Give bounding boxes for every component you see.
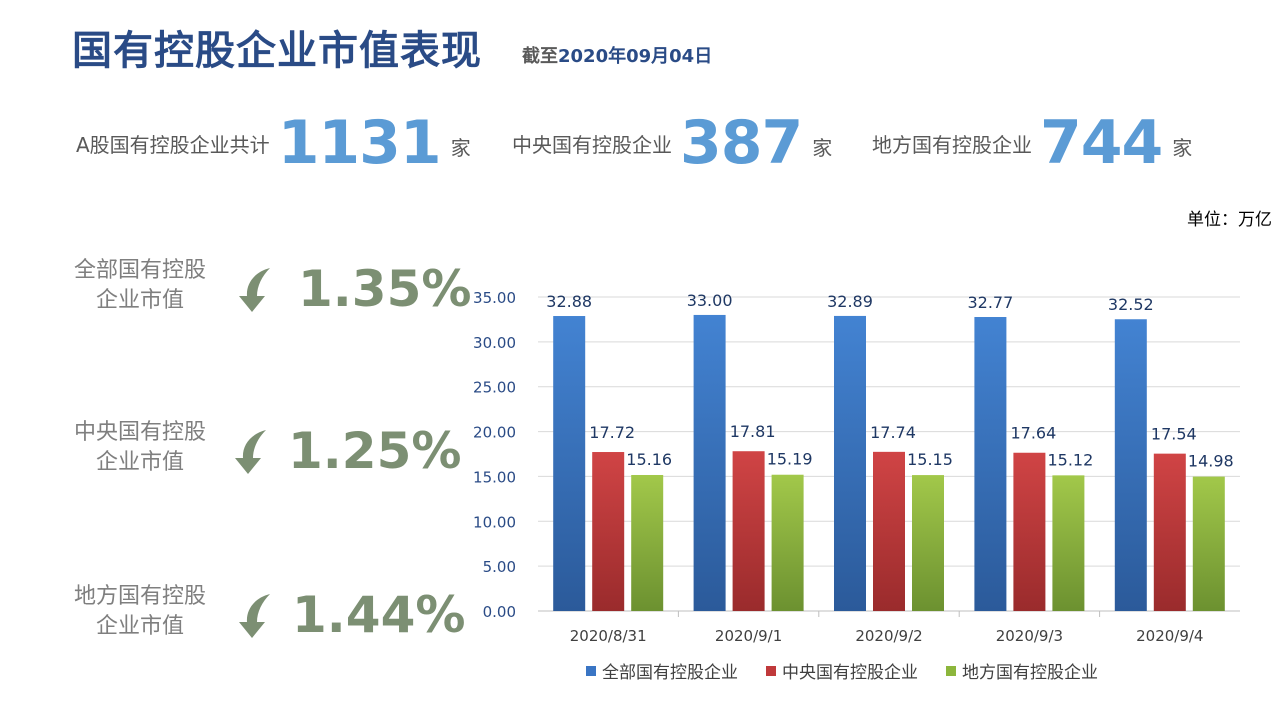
y-axis-ticks: 0.00 5.00 10.00 15.00 20.00 25.00 30.00 35.00 [473,289,516,621]
change-central: 中央国有控股 企业市值 1.25% [40,418,462,498]
data-label-central: 17.64 [1010,424,1056,443]
y-tick-label: 10.00 [473,513,516,531]
change-local-label-line2: 企业市值 [95,614,184,639]
data-label-central: 17.81 [730,422,776,441]
chart-legend: 全部国有控股企业 中央国有控股企业 地方国有控股企业 [586,658,1098,683]
legend-label-all: 全部国有控股企业 [602,663,738,683]
legend-label-central: 中央国有控股企业 [782,663,918,683]
chart-data-labels: 32.88 17.72 15.16 33.00 17.81 15.19 32.89 17.74… [546,291,1233,471]
stat-local-unit: 家 [1172,135,1193,160]
data-label-all: 32.88 [546,292,592,311]
stat-local-label: 地方国有控股企业 [872,132,1032,157]
stat-total-label: A股国有控股企业共计 [76,132,270,157]
page-title: 国有控股企业市值表现 [72,28,482,74]
stat-local-value: 744 [1040,108,1163,178]
bar-local [771,474,804,611]
y-tick-label: 20.00 [473,424,516,442]
change-local-value: 1.44% [292,586,466,644]
stat-central: 中央国有控股企业 387 家 [512,108,832,178]
legend-item-central: 中央国有控股企业 [766,658,918,683]
data-label-all: 33.00 [687,291,733,310]
legend-swatch-local [946,665,956,676]
y-tick-label: 5.00 [483,558,516,576]
data-label-local: 15.19 [767,450,813,469]
stat-local: 地方国有控股企业 744 家 [872,108,1192,178]
change-local-label-line1: 地方国有控股 [73,584,206,609]
bar-all [974,317,1007,611]
bar-all [553,316,586,611]
data-label-all: 32.89 [827,292,873,311]
data-label-central: 17.72 [589,423,635,442]
change-all-value: 1.35% [298,260,472,318]
bar-local [1052,475,1085,611]
down-arrow-icon [239,594,270,638]
change-local: 地方国有控股 企业市值 1.44% [40,582,465,662]
x-axis-ticks: 2020/8/31 2020/9/1 2020/9/2 2020/9/3 2020/9/… [570,611,1203,645]
change-central-value: 1.25% [288,422,462,480]
bar-chart: 0.00 5.00 10.00 15.00 20.00 25.00 30.00 35.00 3… [473,289,1240,645]
change-all-label: 全部国有控股 企业市值 [40,256,240,316]
stat-total: A股国有控股企业共计 1131 家 [76,108,471,178]
change-all-label-line1: 全部国有控股 [73,258,206,283]
legend-item-local: 地方国有控股企业 [946,658,1098,683]
stat-total-unit: 家 [450,135,471,160]
bar-local [912,475,944,611]
bar-all [693,314,726,611]
chart-bars [553,314,1225,611]
down-arrow-icon [235,430,266,474]
legend-swatch-all [586,665,596,676]
change-all-label-line2: 企业市值 [95,288,184,313]
y-tick-label: 35.00 [473,289,516,307]
y-tick-label: 25.00 [473,379,516,397]
data-label-local: 15.16 [626,450,672,469]
stat-central-label: 中央国有控股企业 [512,132,672,157]
bar-central [1013,452,1046,611]
unit-note: 单位：万亿 [1187,210,1272,230]
x-tick-label: 2020/9/1 [715,627,782,645]
y-tick-label: 30.00 [473,334,516,352]
data-label-local: 14.98 [1188,452,1234,471]
legend-label-local: 地方国有控股企业 [962,663,1098,683]
legend-item-all: 全部国有控股企业 [586,658,738,683]
bar-local [1192,476,1225,611]
x-tick-label: 2020/9/2 [855,627,922,645]
change-central-label-line2: 企业市值 [95,450,184,475]
bar-central [873,451,905,611]
bar-central [732,451,765,611]
bar-all [1114,319,1147,611]
bar-central [1153,453,1186,611]
stat-total-value: 1131 [277,108,442,178]
data-label-all: 32.52 [1108,295,1154,314]
y-tick-label: 15.00 [473,468,516,486]
legend-swatch-central [766,665,776,676]
data-label-central: 17.54 [1151,425,1197,444]
change-all: 全部国有控股 企业市值 1.35% [40,256,471,336]
bar-all [834,315,866,611]
data-label-local: 15.12 [1047,450,1093,469]
y-tick-label: 0.00 [483,603,516,621]
stat-central-unit: 家 [812,135,833,160]
as-of-date: 截至2020年09月04日 [522,42,712,68]
x-tick-label: 2020/9/4 [1136,627,1203,645]
data-label-local: 15.15 [907,450,953,469]
down-arrow-icon [239,268,270,312]
bar-central [592,452,625,611]
change-local-label: 地方国有控股 企业市值 [40,582,240,642]
data-label-central: 17.74 [870,423,916,442]
change-central-label-line1: 中央国有控股 [73,420,206,445]
x-tick-label: 2020/8/31 [570,627,647,645]
bar-local [631,474,664,611]
stat-central-value: 387 [680,108,803,178]
change-central-label: 中央国有控股 企业市值 [40,418,240,478]
x-tick-label: 2020/9/3 [996,627,1063,645]
data-label-all: 32.77 [967,293,1013,312]
as-of-date-value: 2020年09月04日 [558,46,713,67]
as-of-prefix: 截至 [522,46,558,67]
